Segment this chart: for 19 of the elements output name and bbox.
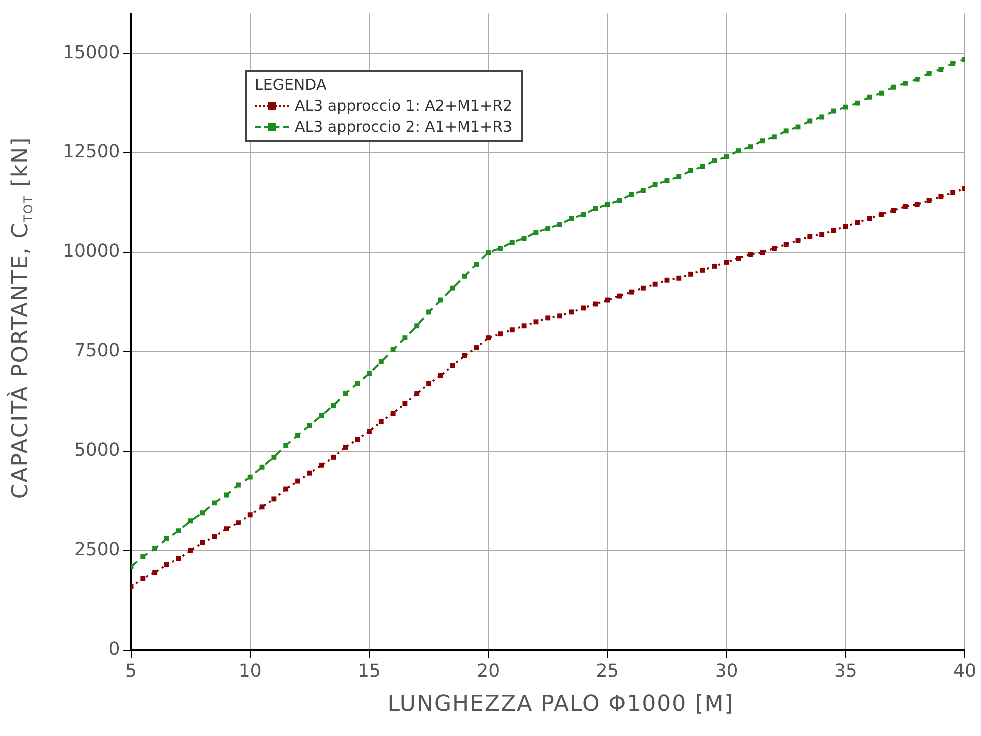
legend-label: AL3 approccio 1: A2+M1+R2 (295, 97, 513, 115)
y-tick-label: 5000 (74, 440, 120, 462)
x-tick-label: 35 (834, 660, 858, 682)
y-tick-label: 12500 (62, 142, 120, 163)
x-tick-label: 20 (477, 660, 500, 682)
legend-label: AL3 approccio 2: A1+M1+R3 (295, 118, 513, 136)
x-axis-title: LUNGHEZZA PALO Φ1000 [M] (386, 692, 736, 717)
x-tick-label: 40 (954, 660, 976, 682)
y-tick-label: 15000 (62, 42, 120, 64)
y-tick-label: 0 (108, 639, 120, 660)
x-tick-label: 30 (715, 660, 738, 682)
y-tick-label: 2500 (74, 540, 120, 561)
x-tick-label: 25 (596, 660, 620, 682)
x-tick-label: 15 (358, 660, 381, 682)
x-tick-label: 5 (126, 660, 137, 682)
y-tick-label: 7500 (74, 340, 120, 362)
x-tick-label: 10 (238, 660, 262, 682)
y-tick-label: 10000 (62, 241, 120, 262)
legend-title: LEGENDA (255, 76, 328, 94)
